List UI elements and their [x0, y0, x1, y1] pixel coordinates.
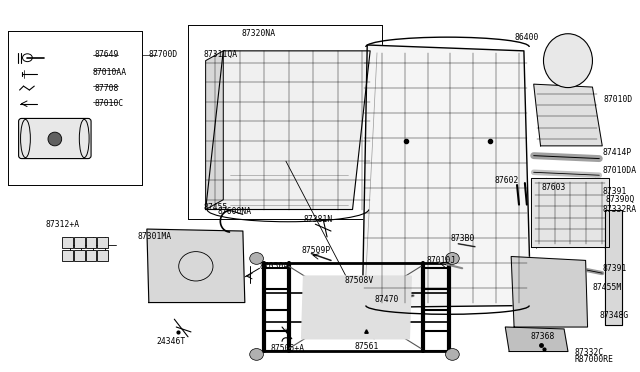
- Polygon shape: [362, 45, 531, 307]
- FancyBboxPatch shape: [97, 250, 108, 261]
- Text: 87602: 87602: [495, 176, 519, 185]
- FancyBboxPatch shape: [62, 237, 73, 248]
- FancyBboxPatch shape: [62, 250, 73, 261]
- Text: 87600NA: 87600NA: [218, 207, 252, 216]
- Polygon shape: [534, 84, 602, 146]
- Text: 87311QA: 87311QA: [204, 50, 238, 59]
- Text: 873B0: 873B0: [451, 234, 475, 243]
- Text: 87332RA: 87332RA: [602, 205, 636, 214]
- Text: 87603: 87603: [541, 183, 566, 192]
- Text: R87000RE: R87000RE: [575, 355, 614, 364]
- Text: 24346T: 24346T: [157, 337, 186, 346]
- Text: 87508V: 87508V: [345, 276, 374, 285]
- Text: 87348G: 87348G: [599, 311, 628, 320]
- Text: 87561: 87561: [355, 342, 379, 351]
- Text: 87390Q: 87390Q: [605, 195, 634, 204]
- FancyBboxPatch shape: [97, 237, 108, 248]
- Polygon shape: [506, 327, 568, 352]
- Text: 87505+A: 87505+A: [270, 344, 305, 353]
- Ellipse shape: [48, 132, 61, 146]
- Text: 87381N: 87381N: [303, 215, 333, 224]
- Text: 87332C: 87332C: [575, 348, 604, 357]
- Polygon shape: [605, 209, 622, 325]
- Ellipse shape: [445, 253, 460, 264]
- Text: 87010C: 87010C: [95, 99, 124, 108]
- Text: 87312+A: 87312+A: [45, 220, 79, 229]
- FancyBboxPatch shape: [74, 250, 84, 261]
- Text: 87700D: 87700D: [149, 50, 178, 59]
- Text: 87509P: 87509P: [301, 246, 331, 255]
- Text: 87301MA: 87301MA: [137, 232, 172, 241]
- Text: 87455: 87455: [204, 203, 228, 212]
- FancyBboxPatch shape: [74, 237, 84, 248]
- Ellipse shape: [543, 34, 593, 87]
- Text: 87320NA: 87320NA: [242, 29, 276, 38]
- Polygon shape: [301, 276, 412, 339]
- Text: 87470: 87470: [374, 295, 399, 304]
- Text: 87010J: 87010J: [427, 256, 456, 265]
- Text: 87368: 87368: [531, 332, 555, 341]
- FancyBboxPatch shape: [86, 250, 97, 261]
- Text: 87649: 87649: [95, 50, 120, 59]
- Text: 87414P: 87414P: [602, 148, 632, 157]
- Ellipse shape: [250, 349, 264, 360]
- Polygon shape: [205, 51, 370, 209]
- Text: 87391: 87391: [602, 264, 627, 273]
- Text: 87391: 87391: [602, 187, 627, 196]
- Text: 87010DA: 87010DA: [602, 166, 636, 175]
- Text: 87050A: 87050A: [259, 262, 289, 271]
- Text: 87010D: 87010D: [604, 95, 632, 104]
- Polygon shape: [147, 229, 245, 302]
- Ellipse shape: [445, 349, 460, 360]
- Ellipse shape: [250, 253, 264, 264]
- Polygon shape: [531, 178, 609, 247]
- Text: 87010AA: 87010AA: [92, 68, 126, 77]
- Polygon shape: [205, 51, 223, 209]
- FancyBboxPatch shape: [19, 118, 91, 158]
- Polygon shape: [511, 257, 588, 327]
- Text: 87708: 87708: [95, 84, 120, 93]
- Text: 87455M: 87455M: [593, 283, 621, 292]
- Text: 86400: 86400: [514, 33, 538, 42]
- FancyBboxPatch shape: [86, 237, 97, 248]
